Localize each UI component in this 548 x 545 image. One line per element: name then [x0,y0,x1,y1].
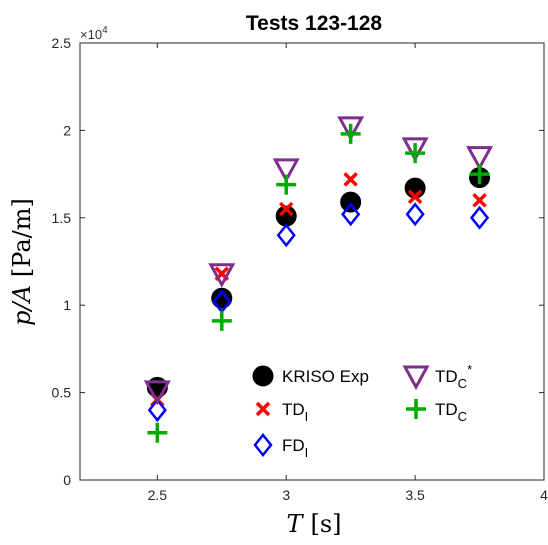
legend-item: KRISO Exp [252,365,369,387]
data-point [340,191,362,213]
series-4 [147,123,490,443]
y-tick-label: 0 [63,472,71,488]
data-point [208,263,236,288]
legend-label-sub: I [305,445,309,460]
legend-label-main: KRISO Exp [282,367,369,386]
legend-label-main: FD [282,436,305,455]
svg-text:×104: ×104 [80,25,108,42]
data-point [469,164,490,185]
legend-label-sub: I [305,409,309,424]
legend-label: TDC [435,400,467,424]
legend-label-sub: C [458,409,467,424]
x-axis-label-unit: [s] [310,510,341,538]
legend-label: TDC* [435,362,472,391]
legend-marker [252,365,274,387]
legend-label-sub: C [458,376,467,391]
axis-ticks: 2.5 3 3.5 4 0 0.5 1 1.5 2 2.5 [52,35,548,503]
legend-marker [255,401,271,417]
data-point [276,223,296,248]
legend-label-main: TD [435,400,458,419]
y-multiplier-exp: 4 [102,25,108,36]
legend-item: TDI [255,400,308,424]
legend-item: FDI [253,432,308,460]
svg-text:T[s]: T [s] [286,510,341,538]
legend-label-main: TD [282,400,305,419]
x-tick-label: 3.5 [405,487,425,503]
legend-label: TDI [282,400,308,424]
y-axis-label-var: p/A [8,285,36,326]
x-axis-label-var: T [286,510,304,538]
x-tick-label: 4 [540,487,548,503]
legend-marker [253,432,273,458]
data-point [147,398,167,423]
data-point [472,193,487,208]
y-tick-label: 0.5 [52,385,72,401]
data-point [466,146,494,171]
x-tick-label: 2.5 [148,487,168,503]
x-axis-label: T [s] [286,510,341,538]
data-point [340,123,361,144]
data-point [211,310,232,331]
legend-label: FDI [282,436,308,460]
plot-area [79,42,545,481]
data-point [401,137,429,162]
data-point [211,287,233,309]
data-point [469,205,490,230]
y-tick-label: 1.5 [52,210,72,226]
y-axis-label: p/A [Pa/m] [8,198,36,326]
y-tick-label: 2.5 [52,35,72,51]
data-point [276,174,297,195]
y-multiplier: ×104 [80,25,108,42]
x-tick-label: 3 [282,487,290,503]
data-point [341,202,361,227]
data-point [147,422,168,443]
data-point [343,172,358,187]
svg-text:p/A[Pa/m]: p/A [Pa/m] [8,198,36,326]
data-point [143,380,171,405]
legend-item: TDC [406,399,467,424]
data-marks [143,116,494,443]
data-point [272,158,300,183]
series-2 [147,202,490,423]
y-tick-label: 1 [63,297,71,313]
chart-title: Tests 123-128 [246,12,383,35]
data-point [278,201,294,217]
legend-marker [406,399,426,419]
y-multiplier-base: ×10 [80,27,102,42]
series-3 [143,116,494,405]
y-tick-label: 2 [63,122,71,138]
legend-marker [402,365,430,391]
data-point [405,143,426,164]
legend-label: KRISO Exp [282,367,369,386]
y-axis-label-unit: [Pa/m] [8,198,36,277]
legend-label-main: TD [435,367,458,386]
data-point [407,189,423,205]
legend-label-sup: * [467,362,472,377]
data-point [337,116,365,142]
legend-item: TDC* [402,362,472,391]
data-point [405,202,425,227]
